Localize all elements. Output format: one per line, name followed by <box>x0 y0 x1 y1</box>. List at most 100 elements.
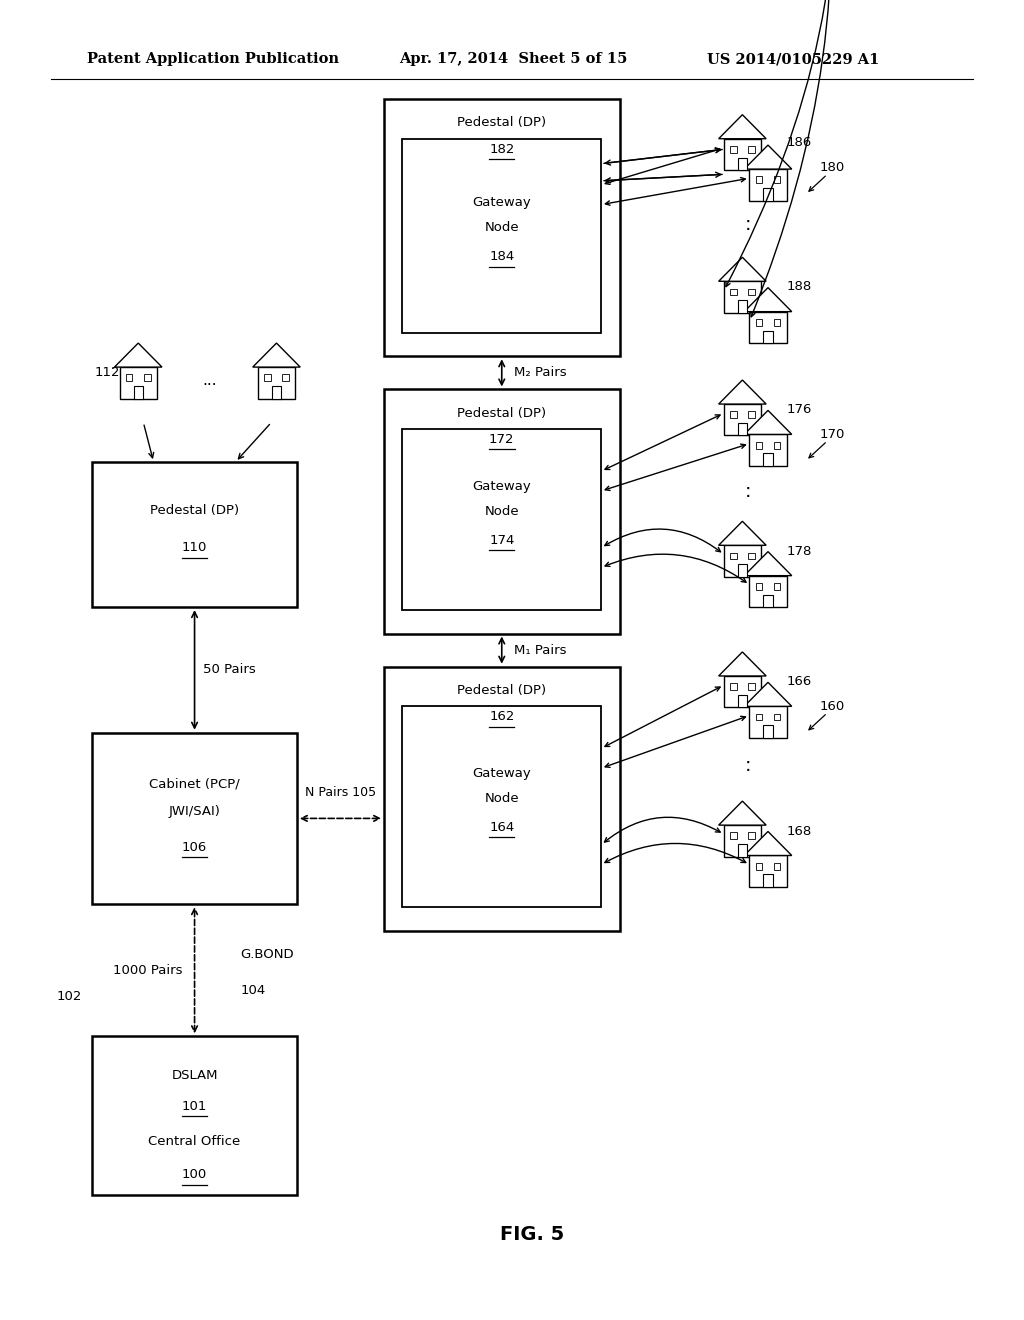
Bar <box>749 147 755 153</box>
Text: 174: 174 <box>489 535 514 546</box>
Bar <box>756 319 762 326</box>
Bar <box>92 1036 297 1195</box>
Bar <box>763 874 773 887</box>
Polygon shape <box>719 257 766 281</box>
Bar <box>756 442 762 449</box>
Bar <box>724 676 761 708</box>
Text: 184: 184 <box>489 251 514 263</box>
Text: 101: 101 <box>182 1100 207 1113</box>
Text: 168: 168 <box>786 825 812 838</box>
Bar <box>737 564 748 577</box>
Text: :: : <box>744 756 751 775</box>
Text: M₁ Pairs: M₁ Pairs <box>514 644 566 656</box>
Bar <box>384 99 620 356</box>
Text: Central Office: Central Office <box>148 1135 241 1148</box>
Bar <box>749 289 755 296</box>
Bar <box>756 714 762 721</box>
Text: 114: 114 <box>271 366 297 379</box>
Polygon shape <box>115 343 162 367</box>
Bar <box>763 330 773 343</box>
Bar <box>402 139 601 333</box>
Text: Node: Node <box>484 506 519 517</box>
Text: 106: 106 <box>182 841 207 854</box>
Bar <box>756 863 762 870</box>
Bar <box>774 714 780 721</box>
Bar <box>750 312 786 343</box>
Polygon shape <box>719 521 766 545</box>
Bar <box>730 147 736 153</box>
Bar <box>756 177 762 183</box>
Bar <box>749 553 755 560</box>
Bar <box>756 583 762 590</box>
Polygon shape <box>719 380 766 404</box>
Polygon shape <box>719 115 766 139</box>
Bar <box>749 412 755 418</box>
Bar <box>737 157 748 170</box>
Text: Gateway: Gateway <box>472 767 531 780</box>
Bar <box>724 281 761 313</box>
Polygon shape <box>744 552 792 576</box>
Text: 162: 162 <box>489 710 514 723</box>
Bar <box>730 833 736 840</box>
Text: :: : <box>744 482 751 500</box>
Bar <box>737 694 748 708</box>
Bar <box>749 833 755 840</box>
Text: 112: 112 <box>94 366 120 379</box>
Polygon shape <box>744 145 792 169</box>
Text: 164: 164 <box>489 821 514 834</box>
Text: 172: 172 <box>489 433 514 446</box>
Polygon shape <box>744 411 792 434</box>
Bar <box>737 843 748 857</box>
Bar <box>774 442 780 449</box>
Text: :: : <box>744 215 751 234</box>
Text: 176: 176 <box>786 403 812 416</box>
Bar <box>730 684 736 690</box>
Text: 186: 186 <box>786 136 812 149</box>
Text: FIG. 5: FIG. 5 <box>501 1225 564 1243</box>
Bar <box>283 375 289 381</box>
Bar <box>126 375 132 381</box>
Text: N Pairs 105: N Pairs 105 <box>305 785 376 799</box>
Text: 166: 166 <box>786 675 812 688</box>
Bar <box>384 667 620 931</box>
Text: 102: 102 <box>56 990 82 1003</box>
Bar <box>763 187 773 201</box>
Bar <box>724 545 761 577</box>
Text: Node: Node <box>484 792 519 805</box>
Text: G.BOND: G.BOND <box>241 948 294 961</box>
Bar <box>774 863 780 870</box>
Bar <box>92 733 297 904</box>
Bar <box>724 139 761 170</box>
Text: 178: 178 <box>786 545 812 558</box>
Text: 100: 100 <box>182 1168 207 1181</box>
Bar <box>384 389 620 634</box>
Bar <box>774 177 780 183</box>
Bar <box>264 375 270 381</box>
Text: US 2014/0105229 A1: US 2014/0105229 A1 <box>707 53 879 66</box>
Text: Cabinet (PCP/: Cabinet (PCP/ <box>150 777 240 791</box>
Bar <box>92 462 297 607</box>
Bar <box>774 583 780 590</box>
Bar <box>730 412 736 418</box>
Bar <box>750 434 786 466</box>
Text: 160: 160 <box>819 700 845 713</box>
Polygon shape <box>719 652 766 676</box>
Text: Gateway: Gateway <box>472 480 531 492</box>
Text: Pedestal (DP): Pedestal (DP) <box>150 504 240 517</box>
Polygon shape <box>744 682 792 706</box>
Bar <box>724 404 761 436</box>
Text: Pedestal (DP): Pedestal (DP) <box>457 407 547 420</box>
Text: 50 Pairs: 50 Pairs <box>203 664 256 676</box>
Text: 180: 180 <box>819 161 845 174</box>
Bar <box>763 594 773 607</box>
Text: DSLAM: DSLAM <box>171 1069 218 1082</box>
Text: Gateway: Gateway <box>472 197 531 209</box>
Polygon shape <box>719 801 766 825</box>
Bar <box>144 375 151 381</box>
Bar <box>402 706 601 907</box>
Bar <box>774 319 780 326</box>
Text: Apr. 17, 2014  Sheet 5 of 15: Apr. 17, 2014 Sheet 5 of 15 <box>399 53 628 66</box>
Bar <box>750 169 786 201</box>
Bar <box>133 385 143 399</box>
Text: JWI/SAI): JWI/SAI) <box>169 805 220 818</box>
